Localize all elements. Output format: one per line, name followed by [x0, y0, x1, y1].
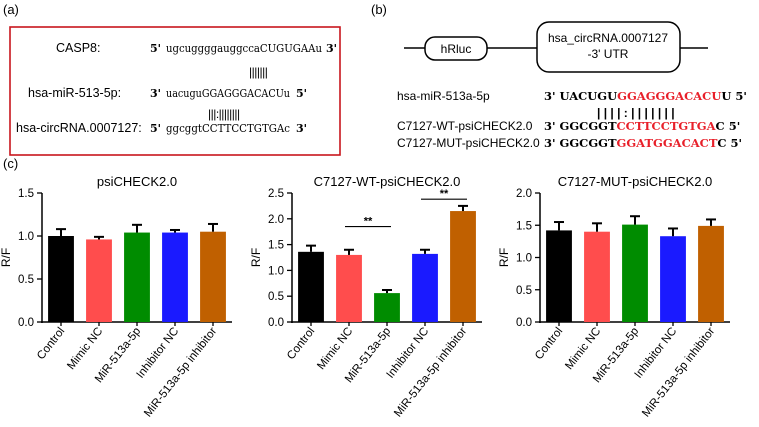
- chart-title: C7127-WT-psiCHECK2.0: [314, 174, 461, 189]
- y-tick-label: 2.0: [268, 214, 284, 226]
- bar: [698, 225, 724, 322]
- mir513-prime-left: 3': [150, 87, 161, 100]
- x-tick-label: MiR-513a-5p inhibitor: [392, 325, 469, 419]
- y-tick-label: 1.0: [268, 265, 284, 277]
- b-wt-sequence: 3' GGCGGTCCTTCCTGTGAC 5': [544, 119, 740, 133]
- x-tick-label: MiR-513a-5p inhibitor: [142, 325, 219, 419]
- y-tick-label: 0.0: [18, 317, 34, 329]
- y-tick-label: 1.0: [516, 253, 532, 265]
- y-tick-label: 1.5: [268, 240, 284, 252]
- bar: [374, 293, 400, 322]
- b-wt-name: C7127-WT-psiCHECK2.0: [397, 119, 533, 133]
- bar: [124, 232, 150, 322]
- bar: [162, 232, 188, 322]
- pairing-lines-2: |||:||||||||: [208, 107, 240, 121]
- b-pairing-lines: | | | | : | | | | | | |: [597, 106, 675, 120]
- x-tick-label: Control: [35, 325, 67, 362]
- y-axis-label: R/F: [249, 248, 263, 267]
- bar: [412, 253, 438, 322]
- circrna-name: hsa-circRNA.0007127:: [16, 121, 142, 135]
- mir513-name: hsa-miR-513-5p:: [28, 86, 121, 100]
- chart-title: psiCHECK2.0: [97, 174, 177, 189]
- y-tick-label: 1.5: [516, 220, 532, 232]
- bar: [622, 224, 648, 322]
- b-mir-sequence: 3' UACUGUGGAGGGACACUU 5': [544, 89, 747, 103]
- circrna-prime-left: 5': [150, 122, 161, 135]
- circrna-sequence: ggcggtCCTTCCTGTGAc: [166, 122, 290, 135]
- bar: [336, 254, 362, 322]
- b-wt-suffix: C 5': [716, 119, 741, 133]
- chart-3: C7127-MUT-psiCHECK2.0 R/F 0.0 0.5 1.0 1.5 2.0 C…: [497, 174, 730, 419]
- bar: [86, 239, 112, 322]
- y-tick-label: 0.5: [268, 291, 284, 303]
- y-tick-label: 1.5: [18, 188, 34, 200]
- pairing-lines-1: |||||||: [249, 65, 268, 79]
- bar: [200, 231, 226, 322]
- hrluc-box: [424, 36, 488, 61]
- b-mut-prefix: 3' GGCGGT: [544, 136, 617, 150]
- x-tick-label: Control: [285, 325, 317, 362]
- bar: [660, 236, 686, 322]
- panel-c-label: (c): [3, 156, 18, 171]
- casp8-prime-right: 3': [326, 42, 337, 55]
- x-tick-label: Control: [533, 325, 565, 362]
- bar: [450, 211, 476, 322]
- b-wt-prefix: 3' GGCGGT: [544, 119, 617, 133]
- utr-label-line2: -3' UTR: [588, 47, 629, 61]
- y-tick-label: 2.5: [268, 188, 284, 200]
- mir513-prime-right: 5': [296, 87, 307, 100]
- y-tick-label: 2.0: [516, 188, 532, 200]
- bar: [48, 236, 74, 322]
- b-mut-name: C7127-MUT-psiCHECK2.0: [397, 136, 540, 150]
- casp8-prime-left: 5': [150, 42, 161, 55]
- b-mir-suffix: U 5': [721, 89, 747, 103]
- y-tick-label: 0.5: [516, 285, 532, 297]
- panel-b-label: (b): [371, 2, 387, 17]
- circrna-prime-right: 3': [296, 122, 307, 135]
- y-tick-label: 0.0: [268, 317, 284, 329]
- significance-label: **: [364, 216, 373, 228]
- casp8-sequence: ugcuggggauggccaCUGUGAAu: [166, 42, 322, 55]
- chart-2: C7127-WT-psiCHECK2.0 R/F 0.0 0.5 1.0 1.5 2.0 2.…: [249, 174, 482, 419]
- b-mut-sequence: 3' GGCGGTGGATGGACACTC 5': [544, 136, 742, 150]
- casp8-name: CASP8:: [56, 41, 100, 55]
- b-mir-prefix: 3' UACUGU: [544, 89, 617, 103]
- bar: [298, 251, 324, 322]
- b-mut-suffix: C 5': [717, 136, 742, 150]
- chart-title: C7127-MUT-psiCHECK2.0: [558, 174, 713, 189]
- y-tick-label: 1.0: [18, 231, 34, 243]
- x-tick-label: Mimic NC: [563, 325, 603, 372]
- b-mir-seed: GGAGGGACACU: [617, 89, 721, 103]
- bar: [546, 230, 572, 322]
- y-axis-label: R/F: [497, 248, 511, 267]
- x-tick-label: MiR-513a-5p inhibitor: [640, 325, 717, 419]
- panel-a-label: (a): [3, 2, 19, 17]
- hrluc-label: hRluc: [441, 42, 472, 56]
- panel-a-frame: [9, 26, 341, 156]
- y-tick-label: 0.5: [18, 274, 34, 286]
- bar: [584, 231, 610, 322]
- b-wt-seed: CCTTCCTGTGA: [617, 119, 717, 133]
- b-mir-name: hsa-miR-513a-5p: [397, 89, 490, 103]
- x-tick-label: Mimic NC: [65, 325, 105, 372]
- significance-label: **: [440, 188, 449, 200]
- panel-b: (b) hRluc hsa_circRNA.0007127 -3' UTR hs…: [371, 2, 747, 150]
- b-mut-seed: GGATGGACACT: [617, 136, 718, 150]
- utr-label-line1: hsa_circRNA.0007127: [548, 31, 668, 45]
- utr-box: [536, 21, 681, 73]
- y-axis-label: R/F: [0, 248, 13, 267]
- panel-a: (a) CASP8: 5' ugcuggggauggccaCUGUGAAu 3'…: [3, 2, 341, 156]
- x-tick-label: Mimic NC: [315, 325, 355, 372]
- y-tick-label: 0.0: [516, 317, 532, 329]
- mir513-sequence: uacuguGGAGGGACACUu: [166, 87, 290, 100]
